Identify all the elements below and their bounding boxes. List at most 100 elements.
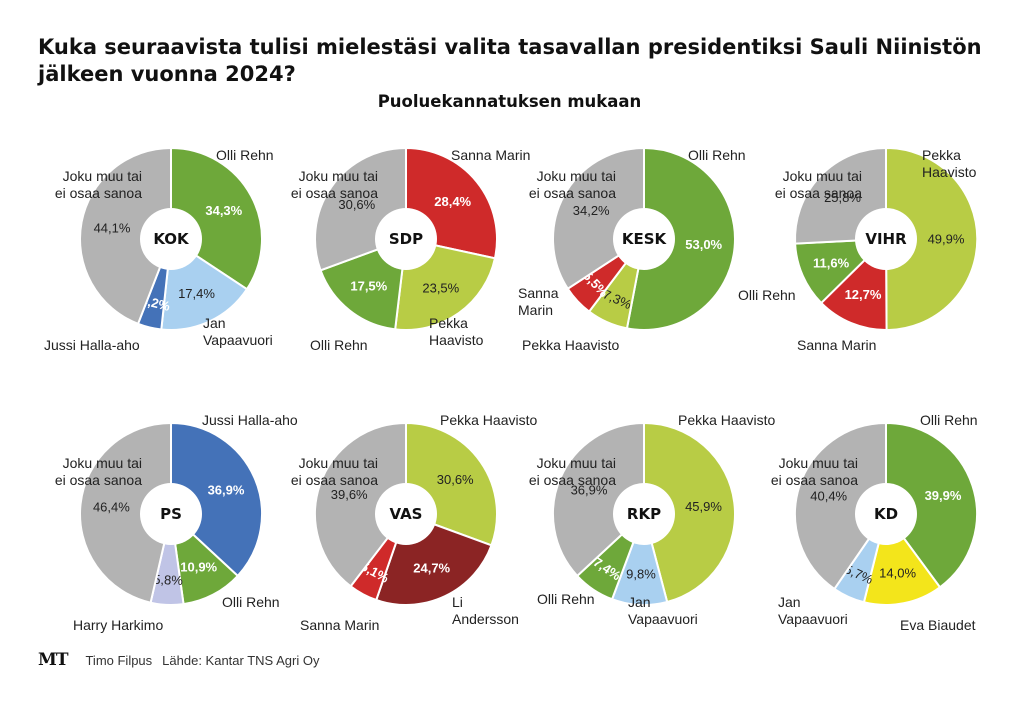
footer-source: Lähde: Kantar TNS Agri Oy — [162, 653, 320, 668]
category-label-vihr-pekka-haavisto: Pekka Haavisto — [922, 147, 977, 180]
value-label-kok-joku-muu-tai-ei-osaa-sanoa: 44,1% — [94, 220, 131, 235]
category-label-sdp-joku-muu-tai-ei-osaa-sanoa: Joku muu tai ei osaa sanoa — [291, 168, 378, 201]
value-label-rkp-pekka-haavisto: 45,9% — [685, 499, 722, 514]
value-label-kesk-olli-rehn: 53,0% — [685, 237, 722, 252]
value-label-sdp-olli-rehn: 17,5% — [350, 279, 387, 294]
donut-hole-kd — [855, 483, 917, 545]
value-label-ps-jussi-halla-aho: 36,9% — [208, 483, 245, 498]
value-label-kesk-joku-muu-tai-ei-osaa-sanoa: 34,2% — [573, 203, 610, 218]
category-label-vas-li-andersson: Li Andersson — [452, 594, 519, 627]
value-label-rkp-joku-muu-tai-ei-osaa-sanoa: 36,9% — [571, 483, 608, 498]
category-label-rkp-joku-muu-tai-ei-osaa-sanoa: Joku muu tai ei osaa sanoa — [529, 455, 616, 488]
slice-kesk-olli-rehn — [625, 146, 736, 331]
donut-hole-vas — [375, 483, 437, 545]
value-label-ps-joku-muu-tai-ei-osaa-sanoa: 46,4% — [93, 500, 130, 515]
donut-chart-vihr: 49,9% 12,7% 11,6% 25,8% VIHR Pekka Haavisto San… — [738, 146, 979, 353]
donut-hole-kok — [140, 208, 202, 270]
category-label-sdp-pekka-haavisto: Pekka Haavisto — [429, 315, 484, 348]
value-label-vihr-olli-rehn: 11,6% — [813, 256, 850, 271]
value-label-vas-li-andersson: 24,7% — [413, 561, 450, 576]
value-label-kok-olli-rehn: 34,3% — [205, 203, 242, 218]
slice-ps-joku-muu-tai-ei-osaa-sanoa — [79, 421, 172, 604]
category-label-kesk-olli-rehn: Olli Rehn — [688, 147, 746, 163]
category-label-rkp-pekka-haavisto: Pekka Haavisto — [678, 412, 775, 428]
party-label-vas: VAS — [389, 505, 422, 523]
party-label-kd: KD — [874, 505, 898, 523]
value-label-ps-harry-harkimo: 5,8% — [153, 572, 184, 588]
category-label-ps-olli-rehn: Olli Rehn — [222, 594, 280, 610]
donut-hole-rkp — [613, 483, 675, 545]
category-label-kok-jussi-halla-aho: Jussi Halla-aho — [44, 337, 140, 353]
category-label-kd-joku-muu-tai-ei-osaa-sanoa: Joku muu tai ei osaa sanoa — [771, 455, 858, 488]
slice-kd-olli-rehn — [885, 421, 978, 589]
slice-sdp-olli-rehn — [319, 237, 408, 331]
category-label-vihr-joku-muu-tai-ei-osaa-sanoa: Joku muu tai ei osaa sanoa — [775, 168, 862, 201]
slice-vas-joku-muu-tai-ei-osaa-sanoa — [314, 421, 407, 588]
value-label-rkp-jan-vapaavuori: 9,8% — [626, 566, 656, 581]
chart-title: Kuka seuraavista tulisi mielestäsi valit… — [38, 35, 982, 86]
party-label-kok: KOK — [153, 230, 190, 248]
value-label-vas-joku-muu-tai-ei-osaa-sanoa: 39,6% — [331, 487, 368, 502]
value-label-kd-olli-rehn: 39,9% — [925, 488, 962, 503]
value-label-sdp-pekka-haavisto: 23,5% — [422, 280, 459, 295]
category-label-vas-joku-muu-tai-ei-osaa-sanoa: Joku muu tai ei osaa sanoa — [291, 455, 378, 488]
mt-logo: MT — [38, 650, 68, 670]
category-label-kesk-pekka-haavisto: Pekka Haavisto — [522, 337, 619, 353]
party-label-rkp: RKP — [627, 505, 661, 523]
value-label-vihr-sanna-marin: 12,7% — [845, 287, 882, 302]
category-label-kd-olli-rehn: Olli Rehn — [920, 412, 978, 428]
footer-author: Timo Filpus — [85, 653, 153, 668]
chart-subtitle: Puoluekannatuksen mukaan — [377, 92, 642, 111]
value-label-vihr-pekka-haavisto: 49,9% — [928, 231, 965, 246]
slice-kok-joku-muu-tai-ei-osaa-sanoa — [79, 146, 172, 326]
category-label-kesk-joku-muu-tai-ei-osaa-sanoa: Joku muu tai ei osaa sanoa — [529, 168, 616, 201]
category-label-vas-pekka-haavisto: Pekka Haavisto — [440, 412, 537, 428]
donut-hole-ps — [140, 483, 202, 545]
donut-chart-sdp: 28,4% 23,5% 17,5% 30,6% SDP Sanna Marin Pekka H… — [291, 146, 530, 353]
category-label-sdp-olli-rehn: Olli Rehn — [310, 337, 368, 353]
category-label-kesk-sanna-marin: Sanna Marin — [518, 285, 559, 318]
category-label-kok-olli-rehn: Olli Rehn — [216, 147, 274, 163]
footer: MT Timo Filpus Lähde: Kantar TNS Agri Oy — [38, 650, 319, 670]
category-label-ps-joku-muu-tai-ei-osaa-sanoa: Joku muu tai ei osaa sanoa — [55, 455, 142, 488]
category-label-vihr-sanna-marin: Sanna Marin — [797, 337, 876, 353]
category-label-kd-eva-biaudet: Eva Biaudet — [900, 617, 976, 633]
slice-rkp-joku-muu-tai-ei-osaa-sanoa — [552, 421, 645, 578]
donut-hole-kesk — [613, 208, 675, 270]
slice-ps-jussi-halla-aho — [170, 421, 263, 578]
category-label-ps-jussi-halla-aho: Jussi Halla-aho — [202, 412, 298, 428]
donut-hole-vihr — [855, 208, 917, 270]
category-label-vihr-olli-rehn: Olli Rehn — [738, 287, 796, 303]
party-label-kesk: KESK — [622, 230, 668, 248]
value-label-kok-jan-vapaavuori: 17,4% — [178, 286, 215, 301]
category-label-ps-harry-harkimo: Harry Harkimo — [73, 617, 163, 633]
category-label-kok-joku-muu-tai-ei-osaa-sanoa: Joku muu tai ei osaa sanoa — [55, 168, 142, 201]
party-label-ps: PS — [160, 505, 182, 523]
value-label-sdp-joku-muu-tai-ei-osaa-sanoa: 30,6% — [338, 197, 375, 212]
value-label-vas-pekka-haavisto: 30,6% — [437, 472, 474, 487]
slice-kd-joku-muu-tai-ei-osaa-sanoa — [794, 421, 887, 591]
slice-rkp-pekka-haavisto — [643, 421, 736, 604]
category-label-vas-sanna-marin: Sanna Marin — [300, 617, 379, 633]
category-label-kd-jan-vapaavuori: Jan Vapaavuori — [778, 594, 848, 627]
value-label-ps-olli-rehn: 10,9% — [180, 560, 217, 575]
value-label-sdp-sanna-marin: 28,4% — [434, 194, 471, 209]
category-label-rkp-jan-vapaavuori: Jan Vapaavuori — [628, 594, 698, 627]
category-label-rkp-olli-rehn: Olli Rehn — [537, 591, 595, 607]
category-label-sdp-sanna-marin: Sanna Marin — [451, 147, 530, 163]
party-label-vihr: VIHR — [865, 230, 907, 248]
party-label-sdp: SDP — [389, 230, 423, 248]
donut-chart-ps: 36,9% 10,9%5,8% 46,4% PS Jussi Halla-aho Olli… — [55, 412, 298, 633]
donut-hole-sdp — [375, 208, 437, 270]
value-label-vihr-joku-muu-tai-ei-osaa-sanoa: 25,8% — [824, 190, 861, 205]
value-label-kd-eva-biaudet: 14,0% — [879, 565, 916, 580]
slice-vihr-pekka-haavisto — [885, 146, 979, 332]
value-label-kd-joku-muu-tai-ei-osaa-sanoa: 40,4% — [810, 489, 847, 504]
category-label-kok-jan-vapaavuori: Jan Vapaavuori — [203, 315, 273, 348]
